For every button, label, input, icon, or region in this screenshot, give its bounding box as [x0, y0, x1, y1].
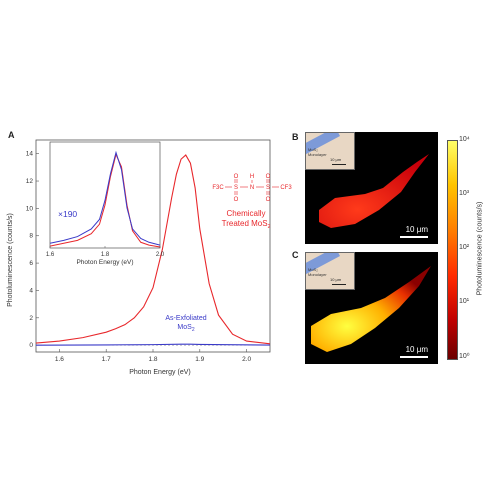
molecule-left-group: F3C: [212, 185, 224, 191]
panel-label-b: B: [292, 132, 299, 142]
molecule-n: N: [250, 185, 254, 191]
optical-inset-treated: MoS₂ Monolayer 10 μm: [305, 132, 355, 170]
pl-image-exfoliated: MoS₂ Monolayer 10 μm 10 μm: [305, 252, 438, 364]
scale-bar-label-b: 10 μm: [405, 225, 428, 234]
exfoliated-label-line2: MoS2: [177, 324, 194, 333]
inset-scale-label: 10 μm: [330, 277, 342, 282]
inset-scale-bar: [332, 164, 346, 165]
treated-label-line1: Chemically: [226, 209, 265, 218]
inset-label: MoS₂ Monolayer: [308, 147, 327, 157]
inset-x-axis-label: Photon Energy (eV): [76, 259, 133, 266]
treated-label-line2: Treated MoS2: [222, 219, 271, 230]
flake-exfoliated: [311, 266, 431, 352]
y-tick-label-3: 6: [29, 260, 33, 267]
inset-label: MoS₂ Monolayer: [308, 267, 327, 277]
colorbar-tick-2: 10²: [459, 244, 470, 251]
x-tick-label-3: 1.9: [195, 356, 204, 363]
colorbar-tick-3: 10¹: [459, 298, 470, 305]
inset-x-tick-label-2: 2.0: [156, 252, 165, 258]
x-axis-label: Photon Energy (eV): [129, 369, 190, 376]
series-line-0: [35, 154, 271, 345]
optical-inset-exfoliated: MoS₂ Monolayer 10 μm: [305, 252, 355, 290]
inset-series-line-0: [49, 152, 161, 248]
colorbar-tick-4: 10⁰: [459, 353, 470, 360]
y-tick-label-7: 14: [26, 151, 34, 158]
colorbar-tick-1: 10³: [459, 190, 470, 197]
molecule-s-1: S: [234, 185, 238, 191]
inset-x-tick-label-1: 1.8: [101, 252, 110, 258]
colorbar-label: Photoluminescence (counts/s): [476, 201, 484, 296]
x-tick-label-0: 1.6: [55, 356, 64, 363]
exfoliated-label-line1: As-Exfoliated: [165, 315, 206, 322]
molecule-o-4: O: [266, 197, 271, 203]
scale-bar-label-c: 10 μm: [405, 345, 428, 354]
molecule-h: H: [250, 174, 254, 180]
molecule-structure: O H O F3C S N S CF3 O O: [212, 174, 292, 203]
molecule-right-group: CF3: [280, 185, 292, 191]
flake-treated: [319, 154, 429, 228]
scale-bar-b: [400, 236, 428, 238]
pl-image-treated: MoS₂ Monolayer 10 μm 10 μm: [305, 132, 438, 244]
x-tick-label-2: 1.8: [148, 356, 157, 363]
pl-spectrum-chart: Photoluminescence (counts/s) Photon Ener…: [7, 139, 292, 376]
series-line-1: [35, 343, 271, 346]
y-tick-label-5: 10: [26, 205, 34, 212]
molecule-o-1: O: [234, 174, 239, 180]
x-tick-label-4: 2.0: [242, 356, 251, 363]
molecule-o-3: O: [234, 197, 239, 203]
panel-label-a: A: [8, 130, 15, 140]
panel-label-c: C: [292, 250, 299, 260]
y-tick-label-1: 2: [29, 315, 33, 322]
inset-series-line-1: [49, 150, 161, 246]
molecule-s-2: S: [266, 185, 270, 191]
y-tick-label-6: 12: [26, 178, 34, 185]
colorbar-tick-0: 10⁴: [459, 136, 470, 143]
y-axis-label: Photoluminescence (counts/s): [7, 213, 14, 307]
inset-scale-bar: [332, 284, 346, 285]
scale-bar-c: [400, 356, 428, 358]
colorbar: [447, 140, 458, 360]
inset-scale-label: 10 μm: [330, 157, 342, 162]
molecule-o-2: O: [266, 174, 271, 180]
inset-x-tick-label-0: 1.6: [46, 252, 55, 258]
inset-frame: [49, 141, 161, 249]
y-tick-label-2: 4: [29, 287, 33, 294]
inset-multiplier-label: ×190: [58, 209, 77, 219]
y-tick-label-0: 0: [29, 342, 33, 349]
y-tick-label-4: 8: [29, 233, 33, 240]
x-tick-label-1: 1.7: [102, 356, 111, 363]
